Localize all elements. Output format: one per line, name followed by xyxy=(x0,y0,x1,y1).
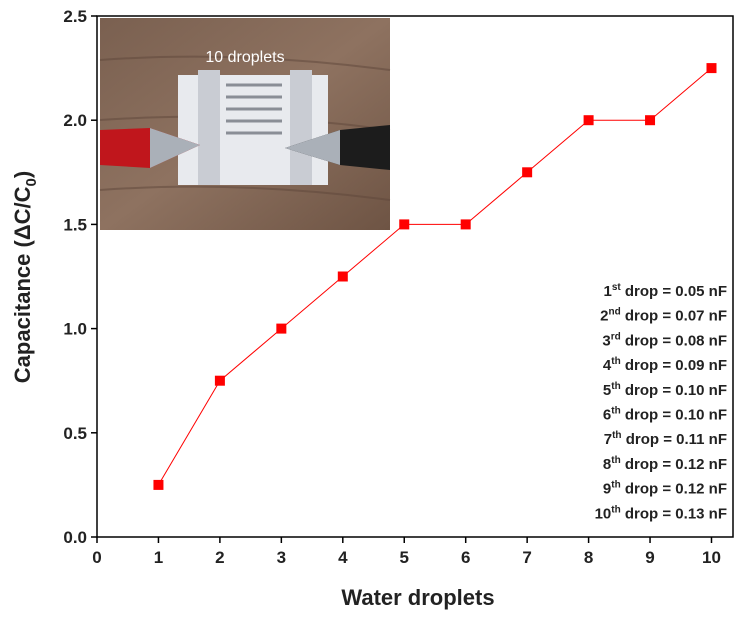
annotation-part: drop = 0.13 nF xyxy=(621,505,727,522)
annotation-part: 10 xyxy=(595,505,612,522)
y-tick-label: 0.5 xyxy=(63,424,87,443)
annotation-part: th xyxy=(611,504,620,515)
annotation-part: st xyxy=(612,282,622,293)
y-label-close: ) xyxy=(10,171,35,178)
marker xyxy=(645,115,656,126)
marker xyxy=(214,375,225,386)
annotation-part: rd xyxy=(611,331,621,342)
annotation-part: 7 xyxy=(604,431,612,448)
series-line xyxy=(158,67,712,486)
annotation-part: 8 xyxy=(603,456,611,473)
annotation-part: drop = 0.10 nF xyxy=(621,407,727,424)
x-tick-label: 1 xyxy=(154,548,163,567)
y-tick-label: 0.0 xyxy=(63,528,87,547)
marker xyxy=(337,271,348,282)
y-tick-label: 2.5 xyxy=(63,7,87,26)
annotation-part: drop = 0.11 nF xyxy=(622,431,727,448)
annotation: 9th drop = 0.12 nF xyxy=(603,480,727,498)
plot-frame xyxy=(96,15,734,538)
annotation-part: drop = 0.07 nF xyxy=(621,308,727,325)
marker xyxy=(399,219,410,230)
inset-photo xyxy=(99,18,391,230)
x-tick-label: 4 xyxy=(338,548,348,567)
annotation-part: 4 xyxy=(603,357,612,374)
annotation-part: th xyxy=(612,430,621,441)
annotation: 10th drop = 0.13 nF xyxy=(595,504,727,522)
annotation-part: drop = 0.10 nF xyxy=(621,382,727,399)
y-label-sub: 0 xyxy=(23,178,40,186)
x-tick-label: 6 xyxy=(461,548,470,567)
annotation-part: drop = 0.05 nF xyxy=(621,283,727,300)
marker xyxy=(276,323,287,334)
annotation-part: 1 xyxy=(603,283,611,300)
x-tick-label: 0 xyxy=(92,548,101,567)
annotation-part: th xyxy=(611,406,620,417)
y-axis-label: Capacitance (ΔC/C0) xyxy=(10,171,40,383)
annotation-part: nd xyxy=(609,307,621,318)
x-tick-label: 8 xyxy=(584,548,593,567)
x-axis-label: Water droplets xyxy=(341,585,494,610)
annotation: 1st drop = 0.05 nF xyxy=(603,282,727,300)
annotation-part: drop = 0.12 nF xyxy=(621,456,727,473)
annotation-part: th xyxy=(611,455,620,466)
marker xyxy=(460,219,471,230)
annotation-part: 6 xyxy=(603,407,611,424)
marker xyxy=(706,63,717,74)
axes: 0 1 2 3 4 5 6 7 8 9 10 0.0 0.5 1.0 1.5 2.0 2.5 xyxy=(63,7,734,567)
x-tick-label: 5 xyxy=(400,548,409,567)
y-tick-label: 1.5 xyxy=(63,215,87,234)
y-label-main: Capacitance (ΔC/C xyxy=(10,186,35,383)
inset-label: 10 droplets xyxy=(205,49,284,66)
annotation: 3rd drop = 0.08 nF xyxy=(602,331,727,349)
annotation: 4th drop = 0.09 nF xyxy=(603,356,727,374)
annotation-part: drop = 0.08 nF xyxy=(621,332,727,349)
marker xyxy=(522,167,533,178)
x-tick-label: 10 xyxy=(702,548,721,567)
annotation: 5th drop = 0.10 nF xyxy=(603,381,727,399)
marker xyxy=(153,479,164,490)
annotation-part: 9 xyxy=(603,481,611,498)
annotation: 7th drop = 0.11 nF xyxy=(604,430,727,448)
y-tick-label: 1.0 xyxy=(63,320,87,339)
y-tick-label: 2.0 xyxy=(63,111,87,130)
x-tick-label: 9 xyxy=(645,548,654,567)
annotation-part: th xyxy=(611,480,620,491)
annotation-part: drop = 0.12 nF xyxy=(621,481,727,498)
annotation-part: 3 xyxy=(602,332,610,349)
annotation: 6th drop = 0.10 nF xyxy=(603,406,727,424)
annotation-part: th xyxy=(611,381,620,392)
annotation-part: 2 xyxy=(600,308,608,325)
x-tick-label: 2 xyxy=(215,548,224,567)
annotation-part: th xyxy=(611,356,620,367)
annotation-part: drop = 0.09 nF xyxy=(621,357,727,374)
annotation: 2nd drop = 0.07 nF xyxy=(600,307,727,325)
x-tick-label: 3 xyxy=(277,548,286,567)
annotation-part: 5 xyxy=(603,382,611,399)
x-tick-label: 7 xyxy=(522,548,531,567)
annotation: 8th drop = 0.12 nF xyxy=(603,455,727,473)
marker xyxy=(583,115,594,126)
